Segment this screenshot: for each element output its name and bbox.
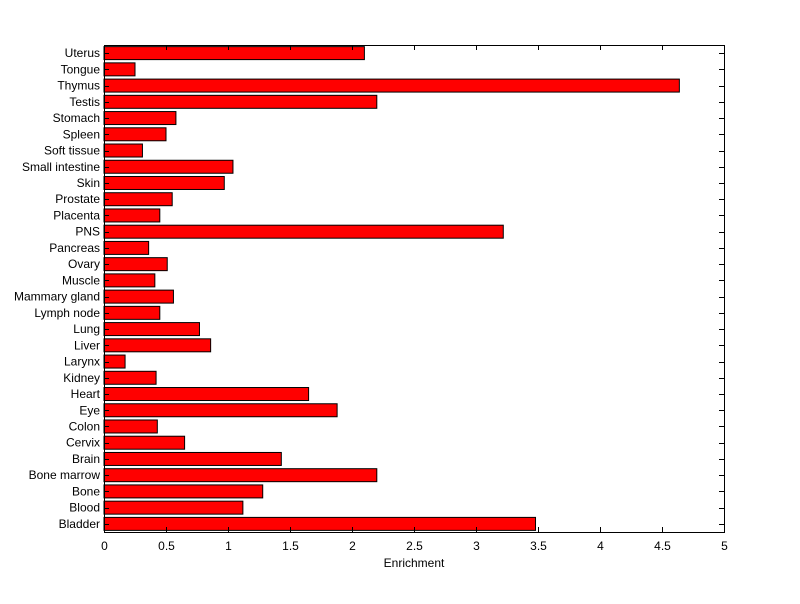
bar-kidney xyxy=(103,370,157,385)
bar-pns xyxy=(103,224,504,239)
y-tick-label-thymus: Thymus xyxy=(57,79,100,93)
bar-eye xyxy=(103,403,338,418)
y-tick-label-bone: Bone xyxy=(72,484,100,498)
bar-lymph-node xyxy=(103,305,161,320)
x-tick-label: 0 xyxy=(101,539,108,553)
y-tick-label-heart: Heart xyxy=(71,387,101,401)
y-tick-label-colon: Colon xyxy=(69,419,100,433)
bar-liver xyxy=(103,338,212,353)
x-tick-label: 1.5 xyxy=(282,539,299,553)
bar-heart xyxy=(103,387,310,402)
bar-prostate xyxy=(103,192,173,207)
y-tick-label-lymph-node: Lymph node xyxy=(34,306,100,320)
bar-bone xyxy=(103,484,264,499)
y-tick-label-kidney: Kidney xyxy=(63,371,100,385)
bars-layer xyxy=(103,46,680,531)
y-tick-label-lung: Lung xyxy=(73,322,100,336)
y-tick-label-larynx: Larynx xyxy=(64,355,100,369)
x-tick-label: 4 xyxy=(597,539,604,553)
x-tick-label: 2.5 xyxy=(406,539,423,553)
x-tick-label: 1 xyxy=(225,539,232,553)
x-tick-label: 5 xyxy=(721,539,728,553)
y-tick-label-bladder: Bladder xyxy=(59,517,100,531)
y-tick-label-skin: Skin xyxy=(77,176,100,190)
bar-lung xyxy=(103,322,200,337)
bar-spleen xyxy=(103,127,167,142)
bar-mammary-gland xyxy=(103,289,174,304)
bar-bone-marrow xyxy=(103,468,378,483)
bar-cervix xyxy=(103,435,186,450)
y-tick-label-blood: Blood xyxy=(69,501,100,515)
bar-pancreas xyxy=(103,240,150,255)
y-tick-label-pns: PNS xyxy=(75,225,100,239)
y-tick-label-spleen: Spleen xyxy=(63,127,100,141)
x-tick-label: 0.5 xyxy=(158,539,175,553)
y-tick-label-soft-tissue: Soft tissue xyxy=(44,144,100,158)
y-tick-label-brain: Brain xyxy=(72,452,100,466)
x-tick-label: 3.5 xyxy=(530,539,547,553)
ticks-layer xyxy=(104,45,725,532)
labels-layer: Bladder Blood Bone Bone marrow Brain Cervix Co… xyxy=(14,46,728,553)
x-tick-label: 4.5 xyxy=(654,539,671,553)
y-tick-label-uterus: Uterus xyxy=(65,46,100,60)
bar-thymus xyxy=(103,78,680,93)
y-tick-label-small-intestine: Small intestine xyxy=(22,160,100,174)
bar-larynx xyxy=(103,354,126,369)
y-tick-label-pancreas: Pancreas xyxy=(49,241,100,255)
bar-brain xyxy=(103,451,282,466)
bar-placenta xyxy=(103,208,161,223)
bar-stomach xyxy=(103,111,177,126)
y-tick-label-bone-marrow: Bone marrow xyxy=(29,468,101,482)
y-tick-label-eye: Eye xyxy=(79,403,100,417)
bar-small-intestine xyxy=(103,159,234,174)
y-tick-label-tongue: Tongue xyxy=(61,62,101,76)
y-tick-label-ovary: Ovary xyxy=(68,257,100,271)
bar-ovary xyxy=(103,257,168,272)
bar-muscle xyxy=(103,273,156,288)
x-axis-label: Enrichment xyxy=(384,556,445,570)
x-tick-label: 2 xyxy=(349,539,356,553)
y-tick-label-placenta: Placenta xyxy=(53,208,100,222)
bar-soft-tissue xyxy=(103,143,143,158)
bar-bladder xyxy=(103,516,537,531)
y-tick-label-mammary-gland: Mammary gland xyxy=(14,290,100,304)
y-tick-label-cervix: Cervix xyxy=(66,436,100,450)
bar-uterus xyxy=(103,46,365,61)
bar-testis xyxy=(103,94,378,109)
y-tick-label-muscle: Muscle xyxy=(62,273,100,287)
bar-skin xyxy=(103,175,225,190)
y-tick-label-testis: Testis xyxy=(69,95,100,109)
bar-colon xyxy=(103,419,158,434)
y-tick-label-liver: Liver xyxy=(74,338,100,352)
x-tick-label: 3 xyxy=(473,539,480,553)
y-tick-label-prostate: Prostate xyxy=(55,192,100,206)
bar-blood xyxy=(103,500,244,515)
y-tick-label-stomach: Stomach xyxy=(53,111,100,125)
